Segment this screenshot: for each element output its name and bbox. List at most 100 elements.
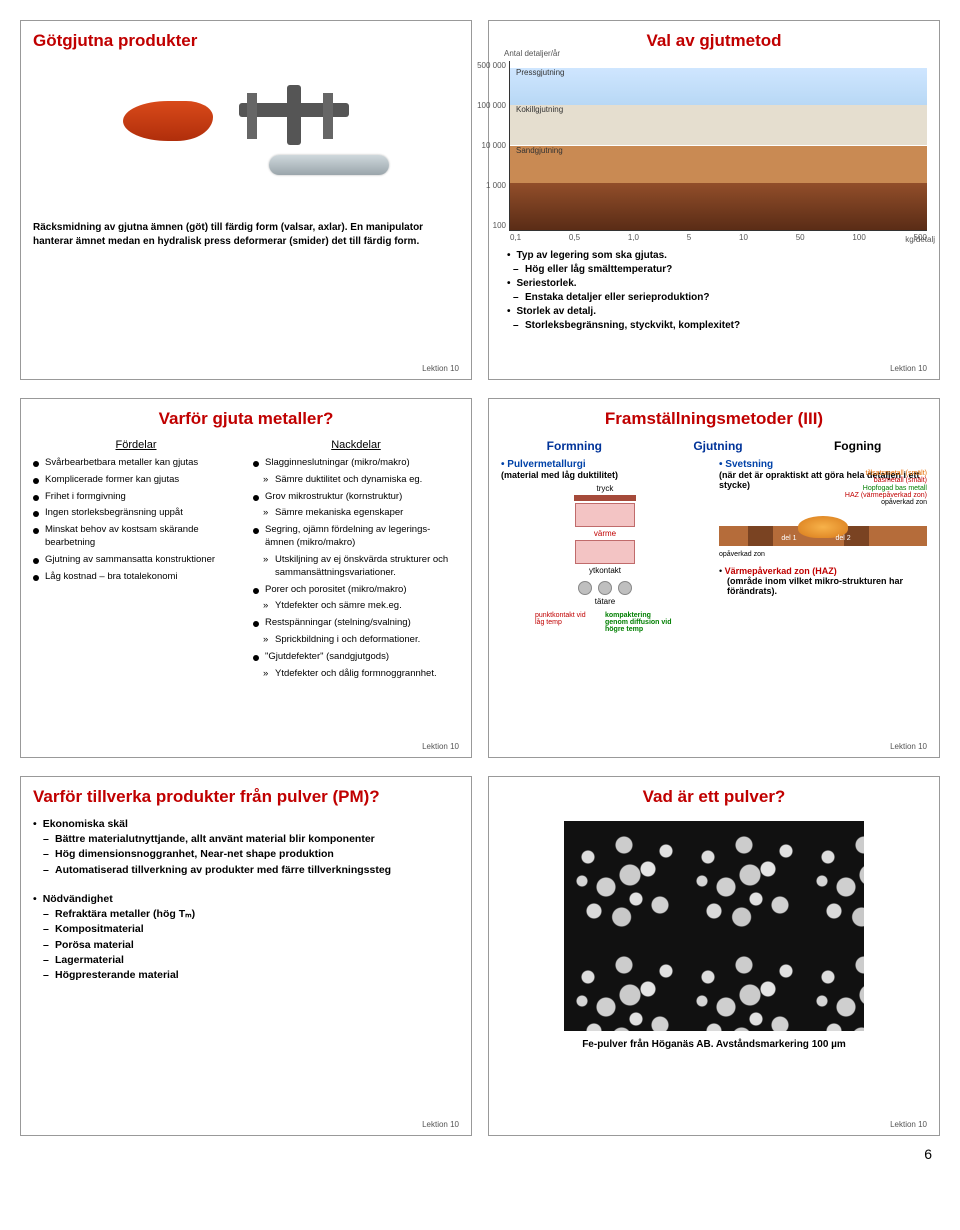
- lecture-tag: Lektion 10: [890, 742, 927, 751]
- lecture-tag: Lektion 10: [422, 364, 459, 373]
- list-sub: Ytdefekter och sämre mek.eg.: [253, 600, 459, 613]
- list-sub: Sämre duktilitet och dynamiska eg.: [253, 474, 459, 487]
- col-fogning: Fogning: [834, 439, 881, 453]
- weld-label-stack: tillsatsmetall (smält) basmetall (smält)…: [719, 470, 927, 507]
- slide3-columns: Fördelar Svårbearbetbara metaller kan gj…: [33, 439, 459, 684]
- list-sub: Enstaka detaljer eller serieproduktion?: [507, 291, 927, 305]
- label-kompaktering: kompaktering genom diffusion vid högre t…: [605, 612, 675, 633]
- band-bottom: [510, 183, 927, 230]
- list-item: Storlek av detalj.: [507, 305, 927, 319]
- pm-column: • Pulvermetallurgi (material med låg duk…: [501, 459, 709, 633]
- label-tatare: tätare: [595, 597, 615, 606]
- chart-ylabel: Antal detaljer/år: [504, 49, 560, 58]
- slide1-illustration: [33, 61, 459, 181]
- pm-title: • Pulvermetallurgi: [501, 459, 709, 470]
- band-press: Pressgjutning: [510, 68, 927, 105]
- list-item: Restspänningar (stelning/svalning): [253, 617, 459, 630]
- slide5-title: Varför tillverka produkter från pulver (…: [33, 787, 459, 807]
- list-sub: Storleksbegränsning, styckvikt, komplexi…: [507, 319, 927, 333]
- label-ytkontakt: ytkontakt: [589, 566, 621, 575]
- list-item: Högpresterande material: [33, 968, 459, 983]
- band-kokill: Kokillgjutning: [510, 105, 927, 146]
- list-item: Hög dimensionsnoggranhet, Near-net shape…: [33, 847, 459, 862]
- fordelar-list: Svårbearbetbara metaller kan gjutas Komp…: [33, 457, 239, 584]
- chart-xticks: 0,10,5 1,05 1050 100500: [510, 233, 927, 242]
- chart-yticks: 500 000 100 000 10 000 1 000 100: [470, 61, 506, 230]
- band-sand: Sandgjutning: [510, 146, 927, 183]
- list-sub: Utskiljning av ej önskvärda strukturer o…: [253, 554, 459, 580]
- slide-varfor-gjuta: Varför gjuta metaller? Fördelar Svårbear…: [20, 398, 472, 758]
- list-item: Typ av legering som ska gjutas.: [507, 249, 927, 263]
- label-unaffected: opåverkad zon: [719, 551, 765, 558]
- fordelar-title: Fördelar: [33, 439, 239, 451]
- list-item: Lagermaterial: [33, 953, 459, 968]
- method-body: • Pulvermetallurgi (material med låg duk…: [501, 459, 927, 633]
- fordelar-col: Fördelar Svårbearbetbara metaller kan gj…: [33, 439, 239, 684]
- method-headers: Formning Gjutning Fogning: [501, 439, 927, 453]
- group-head: Ekonomiska skäl: [33, 817, 459, 832]
- col-formning: Formning: [547, 439, 602, 453]
- list-item: Porösa material: [33, 938, 459, 953]
- label-tryck: tryck: [597, 484, 614, 493]
- powder-box: [575, 540, 635, 564]
- label-del2: del 2: [835, 535, 850, 542]
- label-del1: del 1: [781, 535, 796, 542]
- press-machine: [219, 81, 369, 161]
- ingot-shape: [123, 101, 213, 141]
- list-item: Komplicerade former kan gjutas: [33, 474, 239, 487]
- col-gjutning: Gjutning: [693, 439, 742, 453]
- list-item: Kompositmaterial: [33, 922, 459, 937]
- sv-title: • Svetsning: [719, 459, 927, 470]
- pm-sub: (material med låg duktilitet): [501, 470, 709, 480]
- slide5-list: Ekonomiska skäl Bättre materialutnyttjan…: [33, 817, 459, 983]
- list-item: Ingen storleksbegränsning uppåt: [33, 507, 239, 520]
- method-chart: Antal detaljer/år 500 000 100 000 10 000…: [509, 61, 927, 231]
- list-item: Gjutning av sammansatta konstruktioner: [33, 554, 239, 567]
- list-item: Minskat behov av kostsam skärande bearbe…: [33, 524, 239, 550]
- slide-val-gjutmetod: Val av gjutmetod Antal detaljer/år 500 0…: [488, 20, 940, 380]
- chart-xlabel: kg/detalj: [905, 235, 935, 244]
- slide4-title: Framställningsmetoder (III): [501, 409, 927, 429]
- slide-varfor-pm: Varför tillverka produkter från pulver (…: [20, 776, 472, 1136]
- list-sub: Sämre mekaniska egenskaper: [253, 507, 459, 520]
- weld-diagram: tillsatsmetall (smält) basmetall (smält)…: [719, 496, 927, 546]
- list-item: "Gjutdefekter" (sandgjutgods): [253, 651, 459, 664]
- list-item: Porer och porositet (mikro/makro): [253, 584, 459, 597]
- list-item: Frihet i formgivning: [33, 491, 239, 504]
- page-number: 6: [20, 1146, 940, 1162]
- press-bar: [574, 495, 636, 501]
- slide1-caption: Räcksmidning av gjutna ämnen (göt) till …: [33, 221, 459, 248]
- slide-grid: Götgjutna produkter Räcksmidning av gjut…: [20, 20, 940, 1136]
- lecture-tag: Lektion 10: [422, 1120, 459, 1129]
- list-item: Refraktära metaller (hög Tₘ): [33, 907, 459, 922]
- haz-left: [748, 526, 773, 546]
- group-head: Nödvändighet: [33, 892, 459, 907]
- slide2-list: Typ av legering som ska gjutas. Hög elle…: [501, 249, 927, 333]
- list-item: Bättre materialutnyttjande, allt använt …: [33, 832, 459, 847]
- list-sub: Ytdefekter och dålig formnoggrannhet.: [253, 668, 459, 681]
- slide-vad-pulver: Vad är ett pulver? Fe-pulver från Höganä…: [488, 776, 940, 1136]
- nackdelar-list: Slagginneslutningar (mikro/makro) Sämre …: [253, 457, 459, 680]
- lecture-tag: Lektion 10: [422, 742, 459, 751]
- haz-note: • Värmepåverkad zon (HAZ) (område inom v…: [719, 566, 927, 596]
- list-item: Låg kostnad – bra totalekonomi: [33, 571, 239, 584]
- slide-gotgjutna: Götgjutna produkter Räcksmidning av gjut…: [20, 20, 472, 380]
- slide6-title: Vad är ett pulver?: [501, 787, 927, 807]
- nackdelar-col: Nackdelar Slagginneslutningar (mikro/mak…: [253, 439, 459, 684]
- list-item: Grov mikrostruktur (kornstruktur): [253, 491, 459, 504]
- label-punktkontakt: punktkontakt vid låg temp: [535, 612, 595, 633]
- slide-framstallning: Framställningsmetoder (III) Formning Gju…: [488, 398, 940, 758]
- lecture-tag: Lektion 10: [890, 1120, 927, 1129]
- weld-column: • Svetsning (när det är opraktiskt att g…: [719, 459, 927, 633]
- list-sub: Sprickbildning i och deformationer.: [253, 634, 459, 647]
- list-item: Svårbearbetbara metaller kan gjutas: [33, 457, 239, 470]
- slide3-title: Varför gjuta metaller?: [33, 409, 459, 429]
- slide2-title: Val av gjutmetod: [501, 31, 927, 51]
- list-sub: Hög eller låg smälttemperatur?: [507, 263, 927, 277]
- nackdelar-title: Nackdelar: [253, 439, 459, 451]
- particle-row: [578, 581, 632, 595]
- slide1-title: Götgjutna produkter: [33, 31, 459, 51]
- label-varme: värme: [594, 529, 616, 538]
- powder-sem-image: [564, 821, 864, 1031]
- powder-box: [575, 503, 635, 527]
